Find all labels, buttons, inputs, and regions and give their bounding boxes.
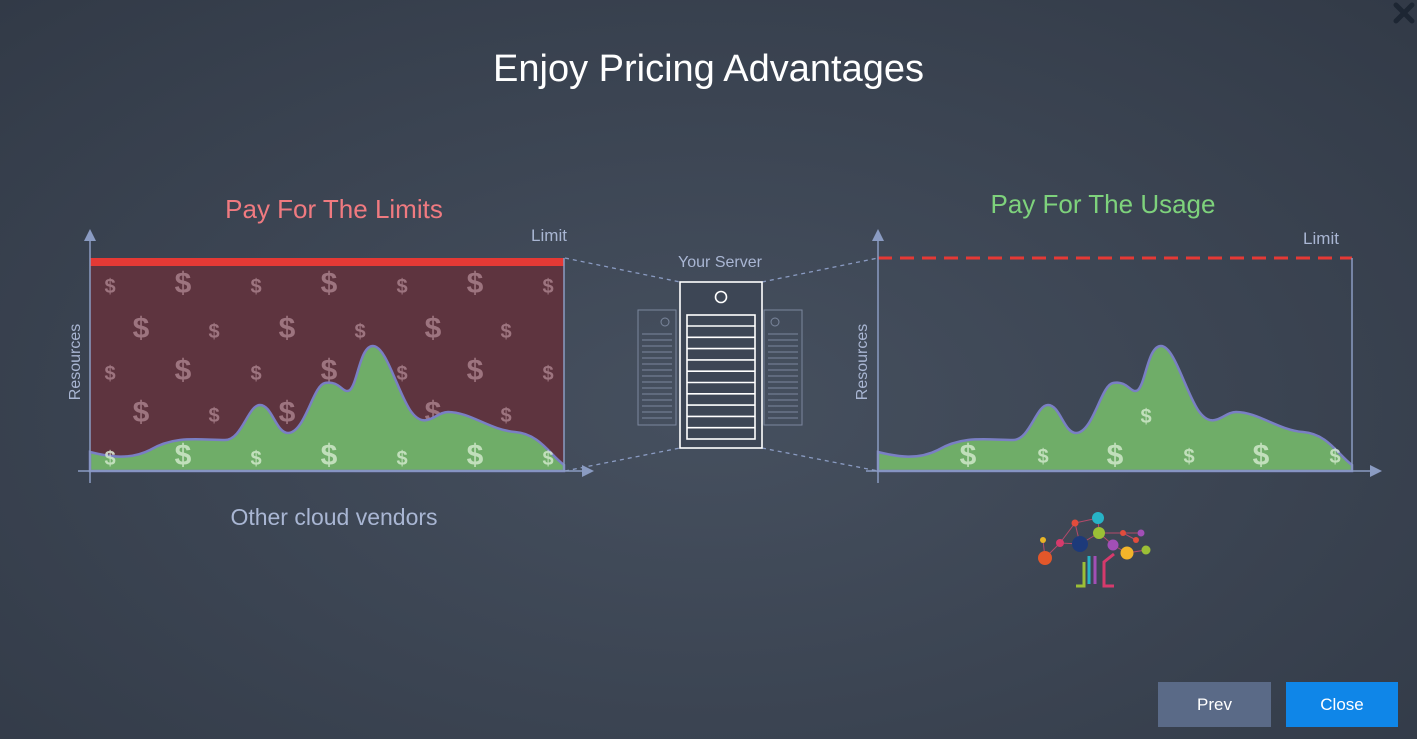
dollar-icon: $ [960, 439, 977, 472]
right-dollar-pattern: $ $ $ $ $ $ $ [960, 406, 1341, 472]
dollar-icon: $ [279, 312, 296, 345]
dollar-icon: $ [175, 354, 192, 387]
dollar-icon: $ [321, 354, 338, 387]
page-title: Enjoy Pricing Advantages [493, 48, 924, 90]
server-dash-bl [564, 447, 681, 472]
dollar-icon: $ [1329, 446, 1340, 468]
dollar-icon: $ [354, 321, 365, 343]
left-axis-label: Resources [67, 324, 84, 400]
dollar-icon: $ [1253, 439, 1270, 472]
dollar-icon: $ [208, 321, 219, 343]
dollar-icon: $ [104, 363, 115, 385]
dollar-icon: $ [104, 276, 115, 298]
right-heading: Pay For The Usage [991, 189, 1216, 219]
dollar-icon: $ [1037, 446, 1048, 468]
side-server-right-icon [763, 309, 803, 426]
dollar-icon: $ [208, 405, 219, 427]
server-dash-br [761, 447, 879, 472]
dollar-icon: $ [250, 276, 261, 298]
server-dash-tr [761, 257, 879, 283]
dollar-icon: $ [250, 363, 261, 385]
dollar-icon: $ [250, 448, 261, 470]
dollar-icon: $ [104, 448, 115, 470]
right-usage-area [876, 344, 1354, 473]
dollar-icon: $ [542, 363, 553, 385]
left-dollar-pattern-usage: $ $ $ $ $ $ $ [104, 439, 553, 472]
dollar-icon: $ [321, 439, 338, 472]
dollar-icon: $ [467, 267, 484, 300]
right-limit-label: Limit [1303, 229, 1339, 248]
left-heading: Pay For The Limits [225, 194, 443, 224]
dollar-icon: $ [500, 321, 511, 343]
dollar-icon: $ [133, 312, 150, 345]
dollar-icon: $ [1183, 446, 1194, 468]
left-limit-bar [90, 258, 564, 266]
close-button[interactable]: Close [1286, 682, 1398, 727]
left-caption: Other cloud vendors [230, 504, 437, 530]
dollar-icon: $ [175, 439, 192, 472]
right-axis-label: Resources [854, 324, 871, 400]
prev-button[interactable]: Prev [1158, 682, 1271, 727]
dollar-icon: $ [542, 448, 553, 470]
dollar-icon: $ [396, 448, 407, 470]
dollar-icon: $ [396, 276, 407, 298]
dollar-icon: $ [279, 396, 296, 429]
server-dash-tl [564, 257, 681, 283]
left-limit-label: Limit [531, 226, 567, 245]
dollar-icon: $ [1107, 439, 1124, 472]
dollar-icon: $ [467, 354, 484, 387]
dollar-icon: $ [396, 363, 407, 385]
dollar-icon: $ [542, 276, 553, 298]
dollar-icon: $ [425, 312, 442, 345]
dollar-icon: $ [467, 439, 484, 472]
left-usage-area [88, 344, 566, 473]
tree-network-logo [1038, 512, 1151, 588]
dollar-icon: $ [1140, 406, 1151, 428]
dollar-icon: $ [133, 396, 150, 429]
server-icon [679, 281, 763, 449]
dollar-icon: $ [175, 267, 192, 300]
dollar-icon: $ [500, 405, 511, 427]
side-server-left-icon [637, 309, 677, 426]
server-label: Your Server [678, 254, 763, 271]
dollar-icon: $ [321, 267, 338, 300]
close-x-icon[interactable] [1391, 0, 1417, 26]
